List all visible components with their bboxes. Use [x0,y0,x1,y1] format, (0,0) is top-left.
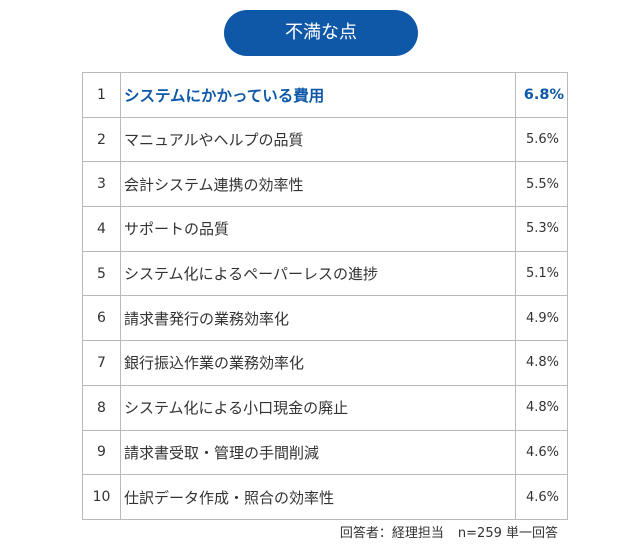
table-row: 7 銀行振込作業の業務効率化 4.8% [82,340,568,386]
table-row: 3 会計システム連携の効率性 5.5% [82,161,568,208]
sample-size-note: n=259 単一回答 [457,526,558,541]
rank-cell: 8 [82,384,121,431]
item-cell: サポートの品質 [120,206,516,252]
ranking-table: 1 システムにかかっている費用 6.8% 2 マニュアルやヘルプの品質 5.6%… [82,72,568,520]
table-row: 1 システムにかかっている費用 6.8% [82,72,568,118]
table-row: 9 請求書受取・管理の手間削減 4.6% [82,429,568,476]
percent-cell: 5.6% [515,116,568,163]
item-cell: 仕訳データ作成・照合の効率性 [120,474,516,520]
rank-cell: 2 [82,116,121,163]
percent-cell: 5.1% [515,250,568,297]
percent-cell: 4.6% [515,429,568,476]
rank-cell: 6 [82,295,121,342]
rank-cell: 10 [82,474,121,520]
table-row: 6 請求書発行の業務効率化 4.9% [82,295,568,342]
table-row: 8 システム化による小口現金の廃止 4.8% [82,384,568,431]
rank-cell: 3 [82,161,121,208]
table-row: 5 システム化によるペーパーレスの進捗 5.1% [82,250,568,297]
section-title-badge: 不満な点 [224,10,418,56]
item-cell: 銀行振込作業の業務効率化 [120,340,516,386]
percent-cell: 5.5% [515,161,568,208]
item-cell: システムにかかっている費用 [120,72,516,118]
percent-cell: 5.3% [515,206,568,252]
rank-cell: 7 [82,340,121,386]
respondents-note: 回答者：経理担当 [339,526,444,541]
table-row: 10 仕訳データ作成・照合の効率性 4.6% [82,474,568,520]
rank-cell: 1 [82,72,121,118]
table-row: 4 サポートの品質 5.3% [82,206,568,252]
table-row: 2 マニュアルやヘルプの品質 5.6% [82,116,568,163]
item-cell: 請求書受取・管理の手間削減 [120,429,516,476]
percent-cell: 4.8% [515,340,568,386]
rank-cell: 5 [82,250,121,297]
percent-cell: 4.6% [515,474,568,520]
rank-cell: 9 [82,429,121,476]
item-cell: システム化による小口現金の廃止 [120,384,516,431]
rank-cell: 4 [82,206,121,252]
survey-footnote: 回答者：経理担当 n=259 単一回答 [340,522,558,541]
item-cell: マニュアルやヘルプの品質 [120,116,516,163]
percent-cell: 6.8% [515,72,568,118]
item-cell: 請求書発行の業務効率化 [120,295,516,342]
percent-cell: 4.8% [515,384,568,431]
item-cell: 会計システム連携の効率性 [120,161,516,208]
percent-cell: 4.9% [515,295,568,342]
item-cell: システム化によるペーパーレスの進捗 [120,250,516,297]
